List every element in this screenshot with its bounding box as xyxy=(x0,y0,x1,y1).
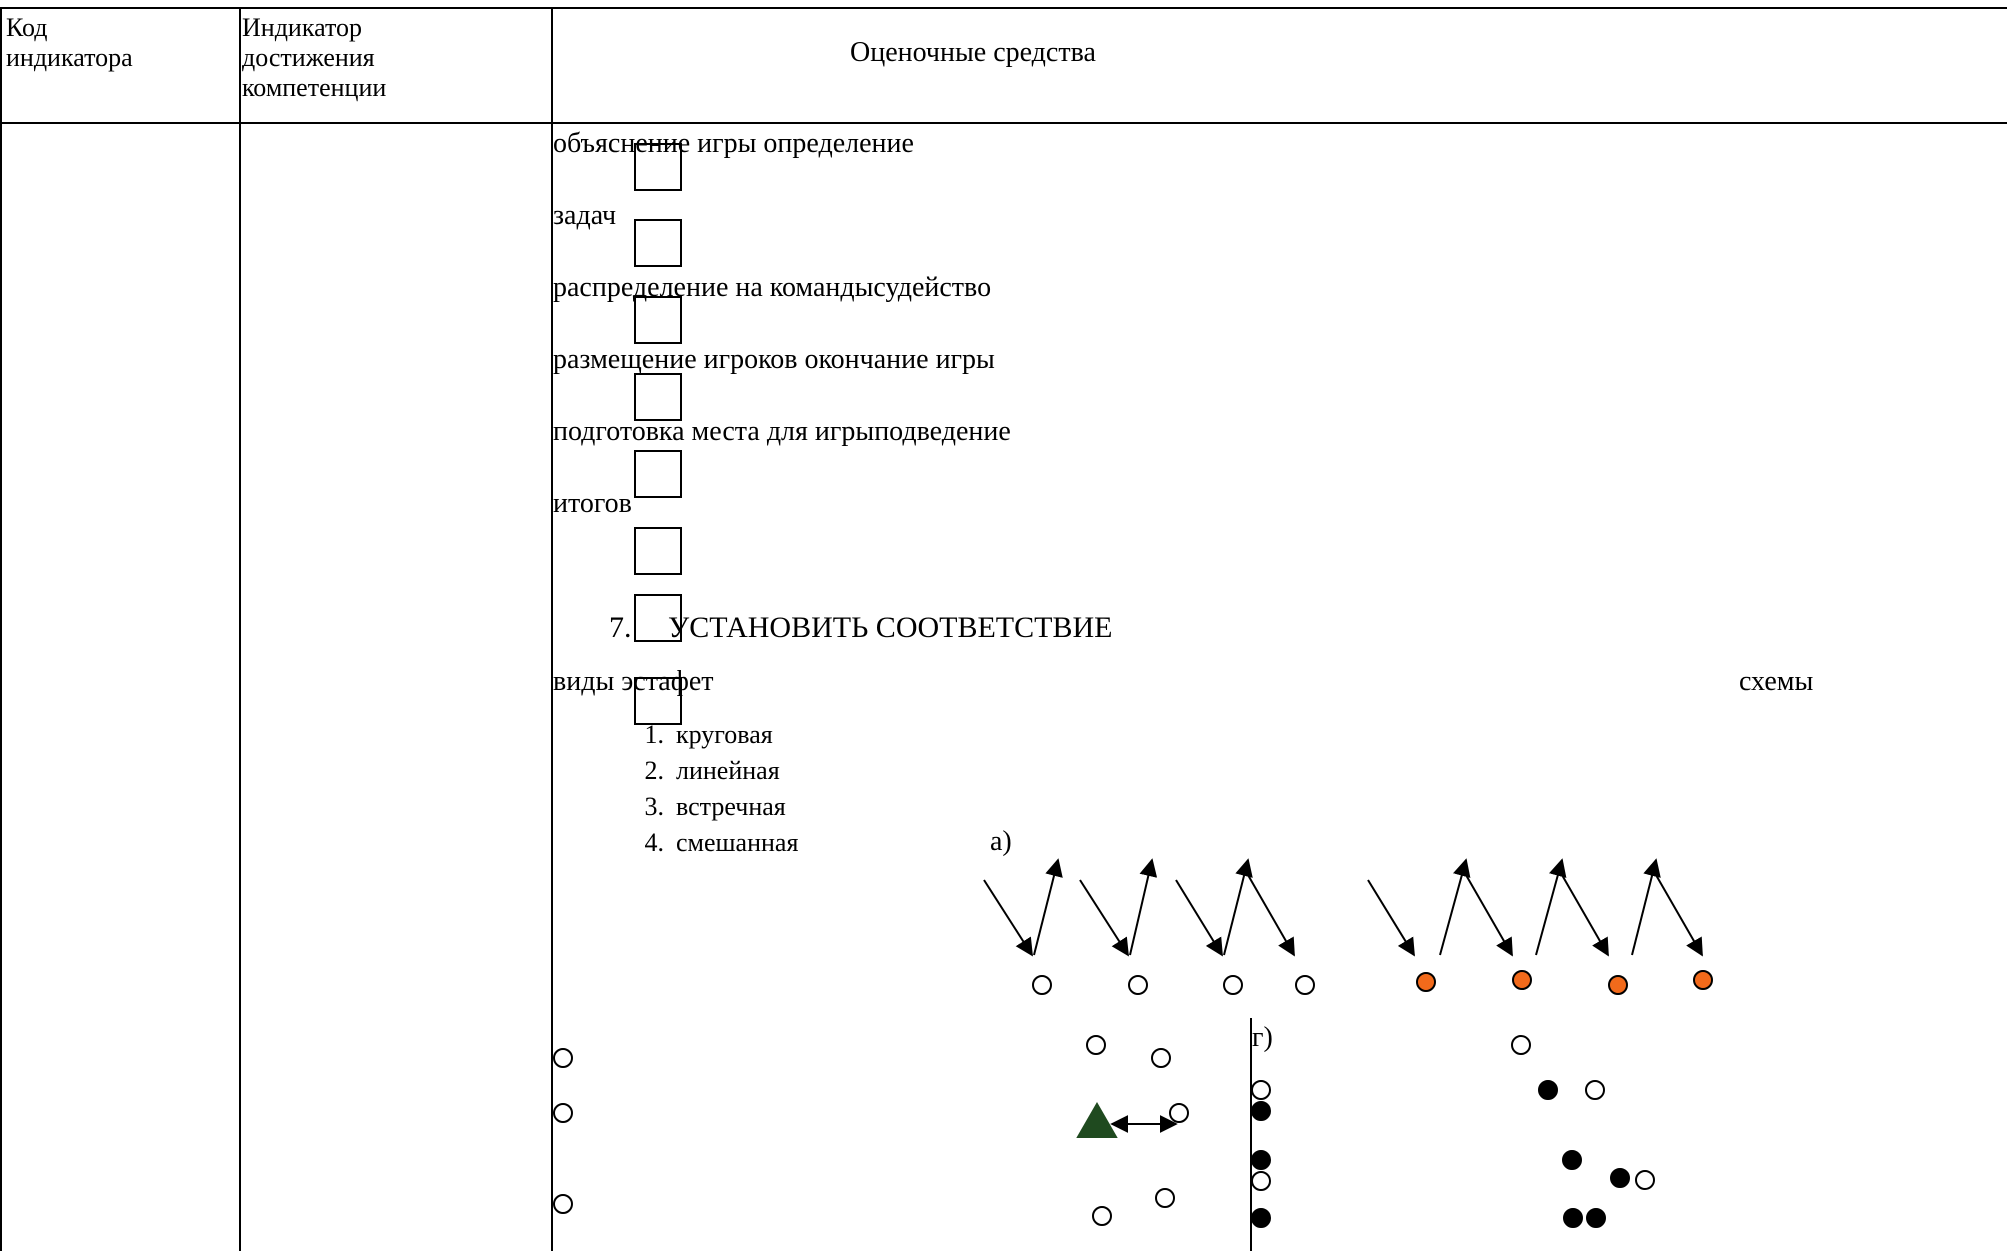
arrow-icon xyxy=(1561,874,1609,957)
scheme-a-players xyxy=(1032,970,1713,995)
checkbox-icon[interactable] xyxy=(634,594,682,642)
arrow-icon xyxy=(1033,858,1063,956)
list-item: 3. встречная xyxy=(626,789,786,825)
header-indicator: Индикатор достижения компетенции xyxy=(242,13,542,103)
task-title: УСТАНОВИТЬ СООТВЕТСТВИЕ xyxy=(668,611,1113,644)
arrow-icon xyxy=(1129,858,1158,956)
checkbox-icon[interactable] xyxy=(634,296,682,344)
player-circle-icon xyxy=(1251,1171,1271,1191)
list-item: 1. круговая xyxy=(626,717,773,753)
arrow-icon xyxy=(1631,858,1661,956)
content-line-3: распределение на командысудейство xyxy=(553,272,992,303)
checkbox-icon[interactable] xyxy=(634,373,682,421)
arrow-icon xyxy=(983,879,1033,957)
player-circle-icon xyxy=(1563,1208,1583,1228)
list-item-number: 2. xyxy=(644,756,665,785)
player-circle-icon xyxy=(1251,1080,1271,1100)
player-circle-icon xyxy=(1416,972,1436,992)
player-circle-icon xyxy=(1562,1150,1582,1170)
table-left-border xyxy=(0,7,2,1251)
list-item-number: 1. xyxy=(644,720,665,749)
checkbox-icon[interactable] xyxy=(634,219,682,267)
player-circle-icon xyxy=(1169,1103,1189,1123)
player-circle-icon xyxy=(1585,1080,1605,1100)
arrow-icon xyxy=(1367,879,1415,957)
list-item-number: 3. xyxy=(644,792,665,821)
relay-types-heading: виды эстафет xyxy=(553,666,714,697)
table-top-border xyxy=(0,7,2007,9)
player-circle-icon xyxy=(1251,1101,1271,1121)
content-line-2: задач xyxy=(553,200,617,231)
checkbox-icon[interactable] xyxy=(634,143,682,191)
scheme-g-label: г) xyxy=(1252,1022,1273,1053)
player-circle-icon xyxy=(1223,975,1243,995)
player-circle-icon xyxy=(1512,970,1532,990)
content-line-4: размещение игроков окончание игры xyxy=(553,344,995,375)
scheme-a-label: а) xyxy=(990,826,1012,857)
player-circle-icon xyxy=(1086,1035,1106,1055)
scheme-a-arrows xyxy=(983,858,1703,957)
content-line-5: подготовка места для игрыподведение xyxy=(553,416,1011,447)
list-item-label: круговая xyxy=(676,720,773,749)
triangle-marker-icon xyxy=(1076,1101,1118,1138)
player-circle-icon xyxy=(553,1103,573,1123)
header-assessment: Оценочные средства xyxy=(850,37,1096,68)
arrow-icon xyxy=(1465,874,1513,957)
header-code-line-1: Код xyxy=(6,13,48,42)
player-circle-icon xyxy=(553,1194,573,1214)
header-indicator-line-3: компетенции xyxy=(242,73,387,102)
arrow-icon xyxy=(1247,874,1295,957)
list-item-label: встречная xyxy=(676,792,786,821)
scheme-left-players xyxy=(553,1048,573,1214)
checkbox-icon[interactable] xyxy=(634,450,682,498)
player-circle-icon xyxy=(1151,1048,1171,1068)
player-circle-icon xyxy=(1511,1035,1531,1055)
column-divider-2 xyxy=(551,7,553,1251)
arrow-icon xyxy=(1535,858,1567,956)
player-circle-icon xyxy=(1608,975,1628,995)
player-circle-icon xyxy=(1610,1168,1630,1188)
list-item-number: 4. xyxy=(644,828,665,857)
arrow-icon xyxy=(1223,858,1253,956)
list-item: 2. линейная xyxy=(626,753,780,789)
player-circle-icon xyxy=(1128,975,1148,995)
task-number: 7. xyxy=(609,611,632,644)
list-item-label: смешанная xyxy=(676,828,799,857)
player-circle-icon xyxy=(553,1048,573,1068)
schemes-heading: схемы xyxy=(1739,666,1814,697)
content-line-1: объяснение игры определение xyxy=(553,128,914,159)
header-indicator-line-1: Индикатор xyxy=(242,13,362,42)
player-circle-icon xyxy=(1295,975,1315,995)
player-circle-icon xyxy=(1251,1208,1271,1228)
scheme-middle xyxy=(1076,1035,1189,1226)
player-circle-icon xyxy=(1538,1080,1558,1100)
player-circle-icon xyxy=(1092,1206,1112,1226)
header-code: Код индикатора xyxy=(6,13,231,73)
player-circle-icon xyxy=(1251,1150,1271,1170)
arrow-icon xyxy=(1439,858,1471,956)
player-circle-icon xyxy=(1635,1170,1655,1190)
checkbox-icon[interactable] xyxy=(634,527,682,575)
checkbox-icon[interactable] xyxy=(634,677,682,725)
list-item: 4. смешанная xyxy=(626,825,799,861)
arrow-icon xyxy=(1175,879,1223,957)
content-line-6: итогов xyxy=(553,488,632,519)
column-divider-1 xyxy=(239,7,241,1251)
scheme-g-players xyxy=(1251,1035,1655,1228)
header-code-line-2: индикатора xyxy=(6,43,133,72)
player-circle-icon xyxy=(1586,1208,1606,1228)
header-indicator-line-2: достижения xyxy=(242,43,375,72)
arrow-icon xyxy=(1655,874,1703,957)
arrow-icon xyxy=(1079,879,1129,957)
list-item-label: линейная xyxy=(676,756,780,785)
player-circle-icon xyxy=(1032,975,1052,995)
header-bottom-border xyxy=(0,122,2007,124)
player-circle-icon xyxy=(1693,970,1713,990)
player-circle-icon xyxy=(1155,1188,1175,1208)
